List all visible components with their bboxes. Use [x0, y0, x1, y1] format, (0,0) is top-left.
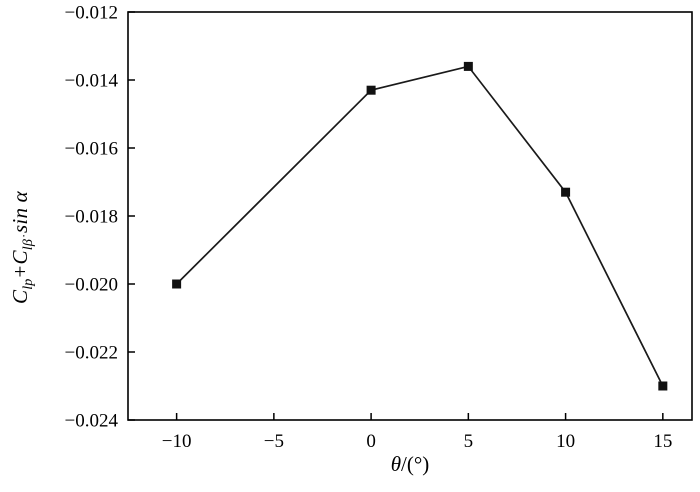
- x-tick-label: 0: [366, 431, 376, 452]
- data-point: [366, 85, 376, 95]
- y-tick-label: −0.014: [65, 71, 119, 92]
- x-axis-label: θ/(°): [391, 452, 430, 477]
- ylabel-suffix: sin α: [8, 191, 32, 233]
- y-tick-label: −0.022: [65, 343, 118, 364]
- y-tick-label: −0.020: [65, 275, 118, 296]
- y-axis-label: Clp+Clβ̇ sin α: [8, 191, 37, 304]
- data-point: [463, 61, 473, 71]
- x-tick-label: −5: [264, 431, 284, 452]
- x-tick-label: 10: [556, 431, 575, 452]
- xlabel-rest: /(°): [401, 452, 430, 476]
- y-tick-label: −0.018: [65, 207, 118, 228]
- y-tick-label: −0.016: [65, 139, 118, 160]
- data-line: [176, 65, 664, 387]
- xlabel-symbol: θ: [390, 452, 402, 476]
- x-tick-label: 15: [653, 431, 672, 452]
- plot-frame: [127, 11, 693, 421]
- x-tick-label: 5: [464, 431, 474, 452]
- ylabel-term1: Clp: [8, 278, 37, 304]
- data-point: [561, 187, 571, 197]
- ylabel-term2: Clβ̇: [8, 238, 37, 265]
- y-tick-label: −0.012: [65, 3, 118, 24]
- x-tick-label: −10: [162, 431, 192, 452]
- y-tick-label: −0.024: [65, 411, 119, 432]
- data-point: [172, 279, 182, 289]
- data-point: [658, 381, 668, 391]
- ylabel-operator: +: [8, 265, 32, 278]
